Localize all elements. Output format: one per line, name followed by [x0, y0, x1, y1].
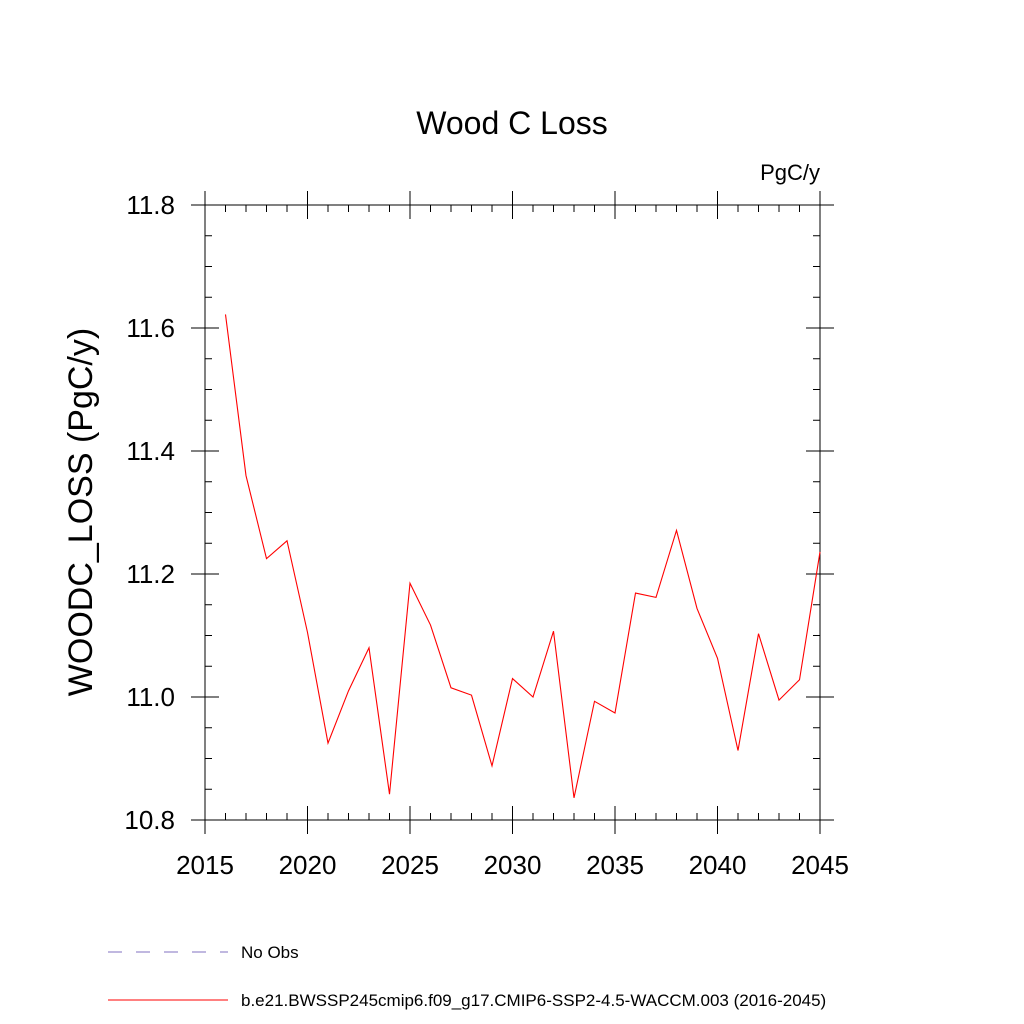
x-tick-label: 2020: [279, 850, 337, 880]
x-tick-label: 2045: [791, 850, 849, 880]
y-tick-label: 11.0: [126, 682, 175, 712]
plot-frame: [204, 204, 821, 821]
y-tick-label: 11.8: [126, 190, 175, 220]
y-tick-label: 10.8: [124, 805, 175, 835]
series-line: [224, 314, 821, 798]
x-tick-label: 2035: [586, 850, 644, 880]
y-tick-label: 11.6: [126, 313, 175, 343]
x-tick-label: 2025: [381, 850, 439, 880]
legend-label-no-obs: No Obs: [241, 943, 299, 962]
chart-title: Wood C Loss: [416, 105, 608, 141]
x-tick-label: 2015: [176, 850, 234, 880]
y-tick-label: 11.2: [126, 559, 175, 589]
y-axis-title: WOODC_LOSS (PgC/y): [62, 328, 100, 696]
legend: No Obs b.e21.BWSSP245cmip6.f09_g17.CMIP6…: [108, 943, 826, 1010]
x-tick-label: 2030: [484, 850, 542, 880]
units-label: PgC/y: [760, 160, 820, 185]
series-layer: [224, 314, 821, 798]
legend-label-model: b.e21.BWSSP245cmip6.f09_g17.CMIP6-SSP2-4…: [241, 991, 826, 1010]
x-axis: 2015 2020 2025 2030 2035 2040 2045: [176, 191, 849, 880]
x-tick-label: 2040: [689, 850, 747, 880]
y-axis: 10.8 11.0 11.2 11.4 11.6 11.8: [124, 190, 834, 835]
y-tick-label: 11.4: [126, 436, 175, 466]
